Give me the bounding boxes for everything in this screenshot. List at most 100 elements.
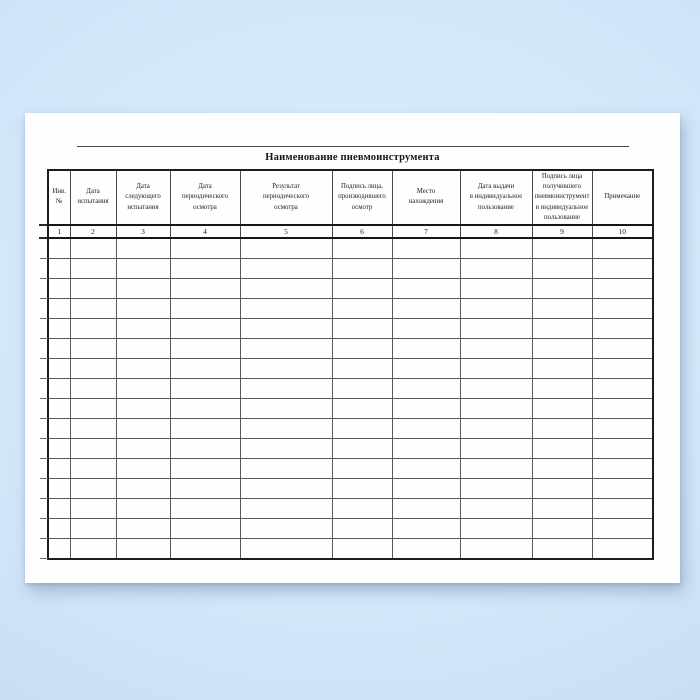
table-cell — [40, 257, 71, 280]
table-cell — [331, 337, 393, 359]
table-cell — [169, 317, 241, 339]
table-cell — [531, 457, 593, 479]
table-cell — [239, 517, 333, 539]
table-header: Инв. № Дата испытания Дата следующего испы… — [39, 169, 654, 240]
table-cell — [239, 477, 333, 499]
table-cell — [40, 317, 71, 340]
table-cell — [169, 357, 241, 379]
header-labels-row: Инв. № Дата испытания Дата следующего испы… — [47, 169, 654, 226]
name-fill-line — [77, 146, 629, 147]
table-row-11 — [40, 437, 654, 460]
table-cell — [169, 457, 241, 479]
table-cell — [239, 437, 333, 459]
table-cell — [239, 497, 333, 519]
column-number-3: 3 — [115, 223, 171, 239]
table-cell — [531, 257, 593, 279]
table-cell — [115, 257, 171, 279]
table-cell — [591, 317, 654, 339]
table-cell — [459, 517, 533, 539]
table-cell — [459, 377, 533, 399]
table-cell — [391, 257, 461, 279]
table-cell — [69, 317, 117, 339]
table-cell — [459, 317, 533, 339]
table-cell — [331, 297, 393, 319]
table-cell — [69, 417, 117, 439]
table-cell — [115, 497, 171, 519]
table-cell — [591, 337, 654, 359]
column-header-1: Инв. № — [47, 169, 71, 226]
table-cell — [331, 377, 393, 399]
table-cell — [331, 437, 393, 459]
table-cell — [531, 317, 593, 339]
table-cell — [115, 297, 171, 319]
table-row-10 — [40, 417, 654, 440]
journal-table: Инв. № Дата испытания Дата следующего испы… — [39, 169, 654, 560]
table-cell — [459, 417, 533, 439]
table-cell — [459, 277, 533, 299]
table-row-1 — [40, 237, 654, 259]
column-header-2: Дата испытания — [69, 169, 117, 226]
table-cell — [40, 237, 71, 259]
table-cell — [239, 417, 333, 439]
table-cell — [169, 417, 241, 439]
table-cell — [591, 417, 654, 439]
table-cell — [331, 237, 393, 259]
table-cell — [459, 397, 533, 419]
table-cell — [169, 277, 241, 299]
table-cell — [391, 337, 461, 359]
table-cell — [69, 297, 117, 319]
table-row-6 — [40, 337, 654, 360]
table-cell — [591, 257, 654, 279]
column-number-1: 1 — [39, 223, 71, 240]
table-body — [40, 237, 654, 560]
table-cell — [591, 297, 654, 319]
table-cell — [459, 437, 533, 459]
table-cell — [40, 517, 71, 540]
table-cell — [391, 497, 461, 519]
table-cell — [591, 237, 654, 259]
table-cell — [239, 337, 333, 359]
table-cell — [331, 417, 393, 439]
table-row-16 — [40, 537, 654, 560]
table-cell — [115, 397, 171, 419]
table-cell — [531, 277, 593, 299]
table-cell — [69, 437, 117, 459]
table-cell — [69, 457, 117, 479]
column-number-5: 5 — [239, 223, 333, 239]
table-cell — [69, 537, 117, 560]
table-cell — [115, 417, 171, 439]
table-cell — [115, 317, 171, 339]
table-cell — [331, 277, 393, 299]
table-cell — [591, 437, 654, 459]
table-cell — [391, 277, 461, 299]
table-row-15 — [40, 517, 654, 540]
table-cell — [459, 257, 533, 279]
table-cell — [391, 237, 461, 259]
column-header-10: Примечание — [591, 169, 654, 226]
table-cell — [391, 317, 461, 339]
table-cell — [40, 297, 71, 320]
table-cell — [331, 457, 393, 479]
table-cell — [531, 337, 593, 359]
table-cell — [40, 477, 71, 500]
table-cell — [391, 537, 461, 560]
table-cell — [331, 397, 393, 419]
table-cell — [169, 257, 241, 279]
table-cell — [40, 357, 71, 380]
table-cell — [531, 417, 593, 439]
table-cell — [591, 277, 654, 299]
table-cell — [69, 277, 117, 299]
table-cell — [459, 497, 533, 519]
table-cell — [391, 477, 461, 499]
column-header-9: Подпись лица получившего пневмоинструмен… — [531, 169, 593, 226]
table-cell — [169, 497, 241, 519]
table-cell — [169, 437, 241, 459]
table-cell — [239, 377, 333, 399]
table-cell — [531, 537, 593, 560]
table-cell — [459, 297, 533, 319]
table-cell — [40, 337, 71, 360]
table-cell — [591, 457, 654, 479]
table-cell — [69, 237, 117, 259]
column-header-6: Подпись лица, производившего осмотр — [331, 169, 393, 226]
table-cell — [591, 477, 654, 499]
